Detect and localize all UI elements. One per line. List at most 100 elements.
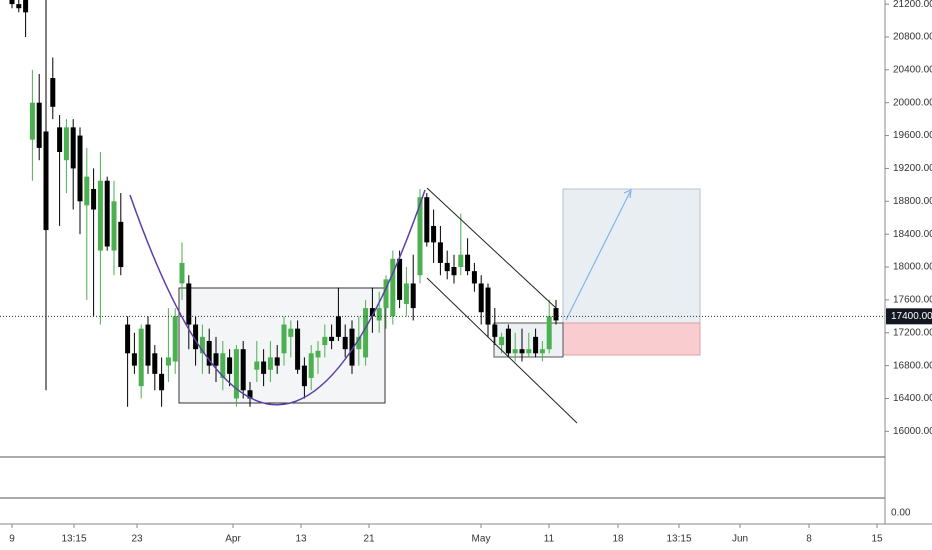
candle-body — [397, 258, 403, 300]
candle-body — [281, 324, 287, 354]
candle-body — [247, 390, 253, 399]
y-tick-label: 18400.00 — [893, 229, 932, 240]
y-tick-label: 18800.00 — [893, 196, 932, 207]
candle-body — [165, 357, 171, 366]
candle-body — [152, 353, 158, 374]
candle-body — [383, 279, 389, 309]
candle-body — [29, 102, 35, 140]
candle-body — [451, 267, 457, 276]
candle-body — [213, 353, 219, 366]
candle-body — [16, 4, 22, 9]
candle-body — [104, 180, 110, 247]
candle-body — [349, 328, 355, 366]
candle-body — [342, 336, 348, 350]
candle-body — [111, 201, 117, 251]
projection-arrow[interactable] — [565, 191, 631, 321]
candle-body — [261, 361, 267, 374]
y-tick-label: 17200.00 — [893, 327, 932, 338]
candle-body — [288, 328, 294, 337]
target-zone[interactable] — [562, 188, 701, 324]
candle-body — [9, 0, 15, 5]
candle-body — [471, 271, 477, 284]
candle-body — [553, 308, 559, 321]
candle-body — [118, 221, 124, 268]
candle-body — [465, 254, 471, 272]
candle-body — [77, 135, 83, 202]
y-tick-label: 18000.00 — [893, 262, 932, 273]
candle-body — [315, 350, 321, 358]
x-tick-label: 13 — [295, 534, 307, 545]
candle-body — [390, 258, 396, 317]
cup-curve[interactable] — [129, 189, 426, 406]
candle-body — [70, 127, 76, 169]
candle-body — [308, 353, 314, 378]
candle-body — [57, 127, 63, 152]
candle-body — [36, 102, 42, 148]
candle-body — [97, 180, 103, 251]
last-price-label: 17400.00 — [891, 311, 932, 322]
candle-body — [322, 336, 328, 346]
x-tick-label: 21 — [363, 534, 375, 545]
candle-body — [125, 324, 131, 354]
candle-body — [227, 357, 233, 374]
candle-body — [431, 225, 437, 243]
candle-body — [159, 373, 165, 391]
y-tick-label: 16400.00 — [893, 393, 932, 404]
candle-body — [199, 336, 205, 354]
candle-body — [267, 357, 273, 370]
candle-body — [206, 340, 212, 366]
candle-body — [274, 357, 280, 366]
candle-body — [369, 308, 375, 317]
y-tick-label: 19600.00 — [893, 130, 932, 141]
x-tick-label: Jun — [732, 534, 748, 545]
candle-body — [91, 188, 97, 210]
candle-body — [356, 336, 362, 350]
candle-body — [403, 283, 409, 304]
candle-body — [254, 361, 260, 370]
x-tick-label: 13:15 — [666, 534, 691, 545]
candle-body — [145, 324, 151, 366]
stop-zone[interactable] — [562, 322, 701, 356]
candle-body — [485, 287, 491, 325]
x-tick-label: 18 — [612, 534, 624, 545]
candle-body — [63, 127, 69, 161]
candle-body — [499, 336, 505, 346]
channel-bottom[interactable] — [426, 277, 578, 424]
x-tick-label: 15 — [871, 534, 883, 545]
candle-body — [233, 349, 239, 399]
y-tick-label: 19200.00 — [893, 163, 932, 174]
candle-body — [23, 0, 29, 13]
y-tick-label: 16800.00 — [893, 360, 932, 371]
candle-body — [539, 349, 545, 354]
candle-body — [335, 316, 341, 337]
y-tick-label: 21200.00 — [893, 0, 932, 10]
arrow-head — [623, 189, 632, 199]
candle-body — [172, 316, 178, 362]
candle-body — [546, 316, 552, 350]
y-tick-label: 16000.00 — [893, 426, 932, 437]
candle-body — [533, 336, 539, 354]
candle-body — [329, 336, 335, 341]
candle-body — [193, 324, 199, 350]
channel-top[interactable] — [426, 187, 557, 309]
indicator-tick-label: 0.00 — [891, 508, 911, 519]
candle-body — [512, 349, 518, 354]
candle-body — [519, 349, 525, 354]
candle-body — [43, 131, 49, 231]
candle-body — [179, 262, 185, 284]
y-tick-label: 20400.00 — [893, 64, 932, 75]
candle-body — [301, 365, 307, 387]
candle-body — [526, 349, 532, 354]
candle-body — [84, 176, 90, 206]
y-tick-label: 20800.00 — [893, 32, 932, 43]
candle-body — [437, 242, 443, 263]
candle-body — [138, 328, 144, 387]
candle-body — [295, 328, 301, 370]
candle-body — [492, 324, 498, 337]
candle-body — [363, 308, 369, 358]
last-price-box — [886, 308, 932, 325]
x-tick-label: 8 — [806, 534, 812, 545]
x-tick-label: 9 — [9, 534, 15, 545]
